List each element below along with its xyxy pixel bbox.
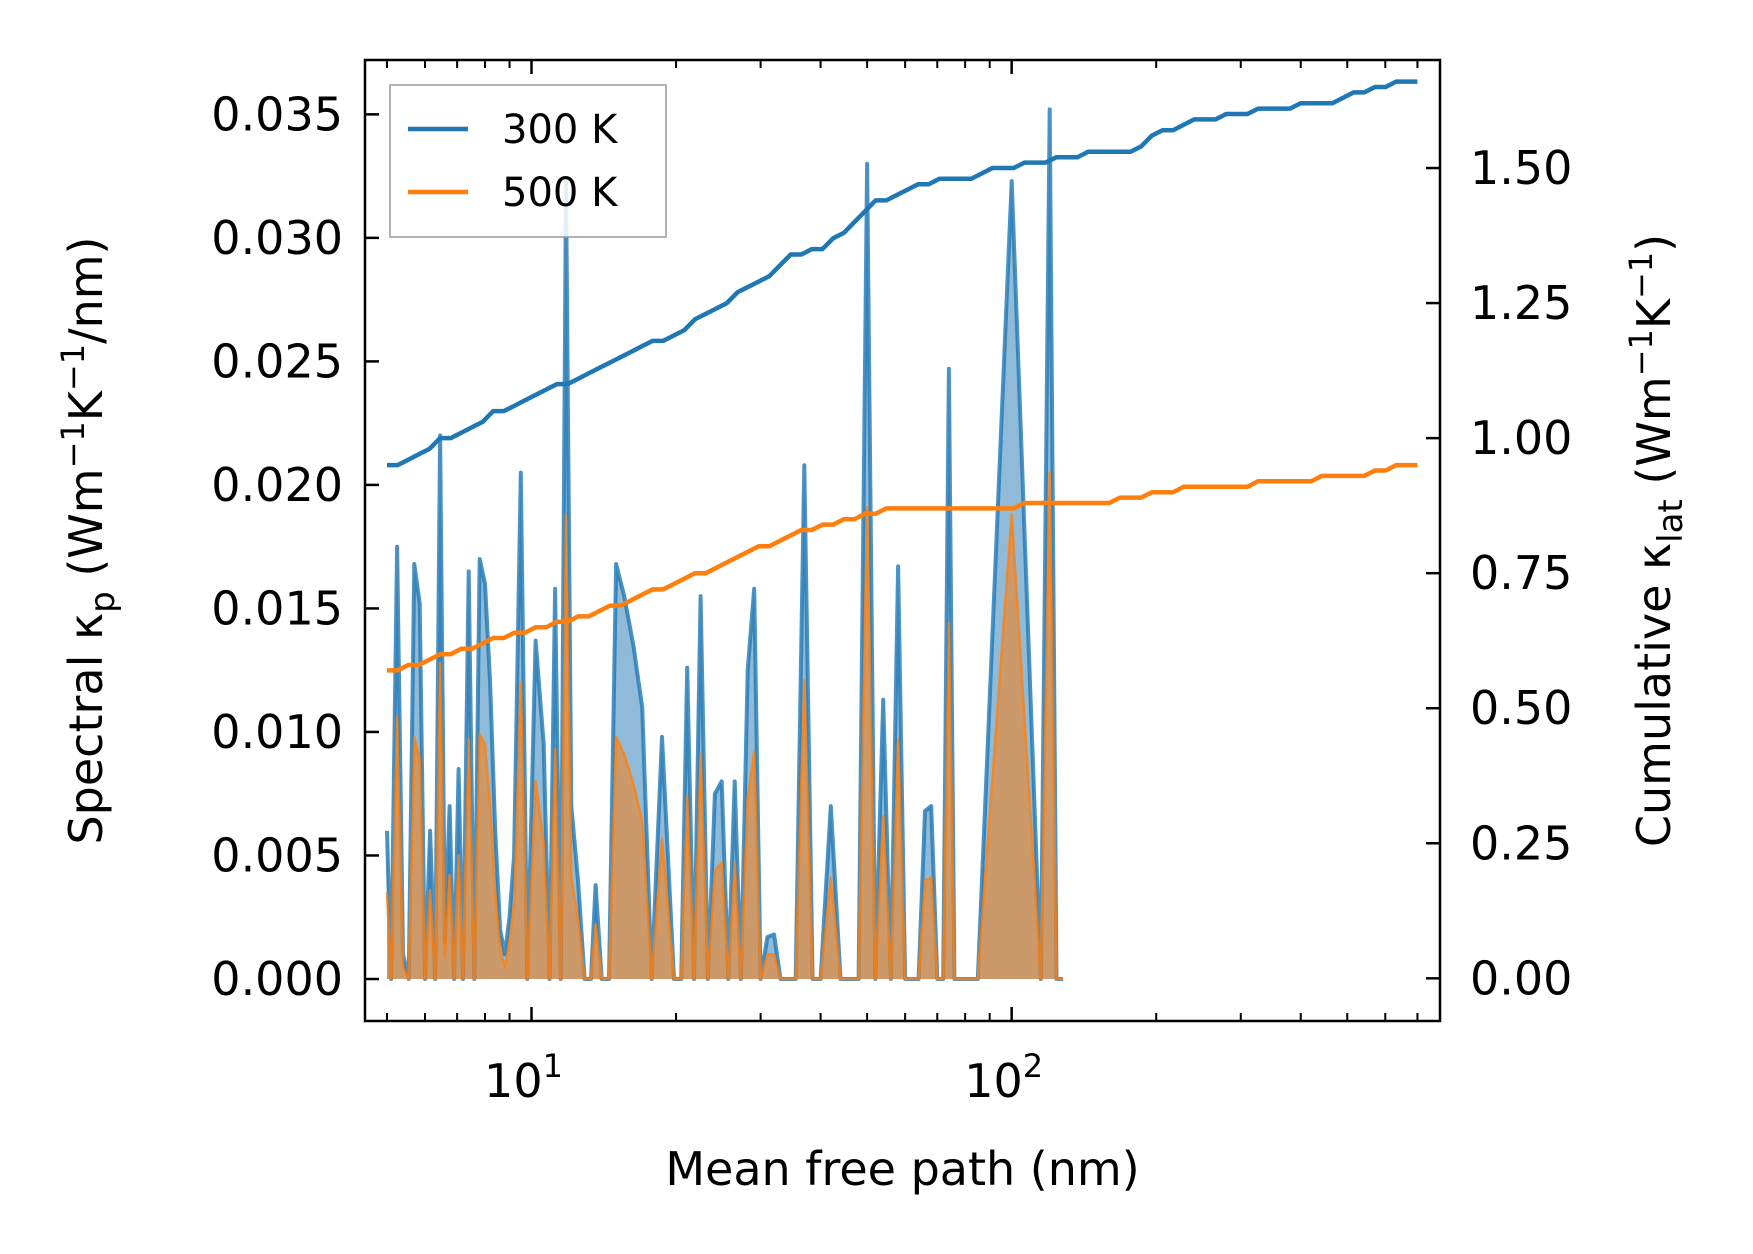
y-left-axis-label-mid2: K [59,389,113,421]
y-left-tick-label: 0.000 [211,952,343,1006]
axis-ticks: 0.000 0.005 0.010 0.015 0.020 0.025 0.030 0.035… [211,60,1572,1108]
legend: 300 K 500 K [389,84,667,238]
y-right-axis-label-sup1: −1 [1622,329,1660,376]
x-tick-label: 102 [964,1047,1043,1108]
y-left-axis-label: Spectral κp (Wm−1K−1/nm) [54,236,123,844]
y-right-tick-label: 0.25 [1470,816,1572,870]
legend-label-300k: 300 K [502,107,619,153]
y-right-tick-label: 1.00 [1470,411,1572,465]
y-left-tick-label: 0.005 [211,828,343,882]
y-right-axis-label-post: ) [1627,234,1681,252]
y-left-tick-label: 0.010 [211,705,343,759]
y-left-tick-label: 0.020 [211,458,343,512]
y-right-axis-label-mid1: (Wm [1627,376,1681,499]
y-right-axis-label-mid2: K [1627,297,1681,329]
x-tick-exp: 1 [543,1047,563,1085]
y-right-axis-label-sub: lat [1651,499,1691,543]
y-left-tick-label: 0.035 [211,87,343,141]
x-tick-base: 10 [964,1054,1023,1108]
y-left-axis-label-sub: p [83,591,123,613]
legend-label-500k: 500 K [502,170,619,216]
y-right-tick-label: 1.25 [1470,276,1572,330]
cumulative-line-500k [387,462,1418,673]
y-right-axis-label-sup2: −1 [1622,252,1660,299]
y-right-tick-label: 1.50 [1470,141,1572,195]
plot-frame [363,58,1442,1023]
spectral-line-300k [385,107,1064,981]
y-left-axis-label-sup1: −1 [54,421,92,468]
y-right-tick-label: 0.50 [1470,681,1572,735]
y-left-axis-label-sup2: −1 [54,344,92,391]
x-axis-label: Mean free path (nm) [665,1142,1139,1196]
y-right-tick-label: 0.00 [1470,951,1572,1005]
spectral-fill-500k [387,472,1064,979]
axis-labels: Mean free path (nm)Spectral κp (Wm−1K−1/… [54,234,1691,1196]
x-tick-base: 10 [484,1054,543,1108]
y-right-axis-label: Cumulative κlat (Wm−1K−1) [1622,234,1691,847]
y-left-tick-label: 0.015 [211,581,343,635]
y-left-axis-label-post: /nm) [59,236,113,343]
y-left-axis-label-mid1: (Wm [59,468,113,591]
y-right-tick-label: 0.75 [1470,546,1572,600]
x-tick-exp: 2 [1023,1047,1043,1085]
y-left-tick-label: 0.030 [211,211,343,265]
y-right-axis-label-pre: Cumulative κ [1627,543,1681,847]
cumulative-line-300k [387,79,1418,468]
x-tick-label: 101 [484,1047,563,1108]
legend-box [389,84,667,238]
spectral-line-500k [385,471,1064,981]
y-left-axis-label-pre: Spectral κ [59,613,113,845]
data-lines [387,79,1418,673]
y-left-tick-label: 0.025 [211,334,343,388]
spectral-fills [385,107,1064,981]
